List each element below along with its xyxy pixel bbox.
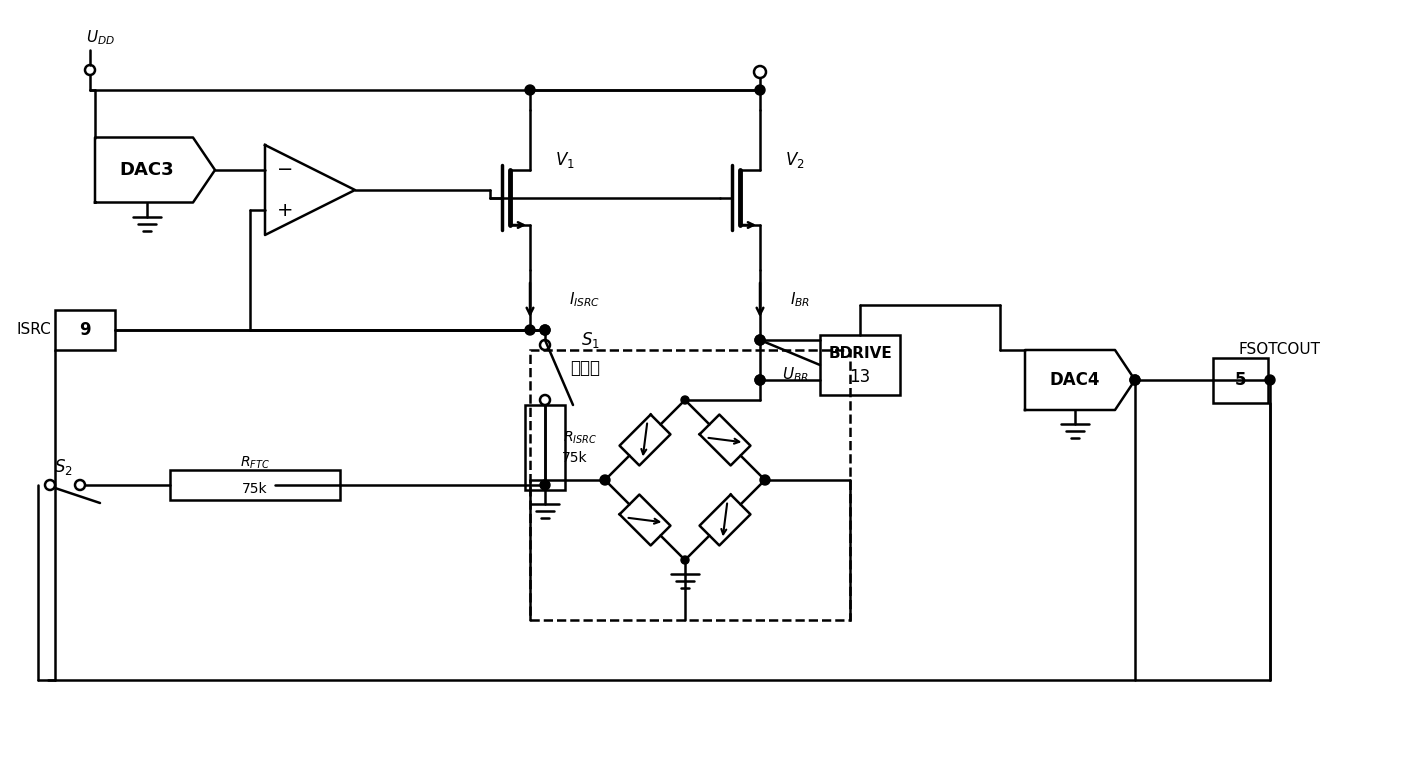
Text: $R_{ISRC}$: $R_{ISRC}$ [563,429,597,445]
Text: $I_{BR}$: $I_{BR}$ [790,290,810,309]
Circle shape [761,476,769,484]
Text: DAC3: DAC3 [119,161,174,179]
Circle shape [540,325,550,335]
Bar [1212,357,1268,403]
Circle shape [600,475,610,485]
Circle shape [754,335,764,345]
Text: $I_{ISRC}$: $I_{ISRC}$ [570,290,601,309]
Circle shape [681,396,689,404]
Text: −: − [277,160,294,179]
Circle shape [1130,375,1140,385]
Circle shape [601,476,608,484]
Text: $U_{DD}$: $U_{DD}$ [86,29,115,47]
Text: 75k: 75k [242,482,268,496]
Text: $S_1$: $S_1$ [580,330,600,350]
Bar [170,470,340,500]
Text: DAC4: DAC4 [1049,371,1100,389]
Text: $S_2$: $S_2$ [54,457,72,477]
Text: $V_2$: $V_2$ [786,150,805,170]
Circle shape [681,556,689,564]
Text: $R_{FTC}$: $R_{FTC}$ [240,454,269,471]
Bar [55,310,115,350]
Circle shape [525,325,535,335]
Circle shape [525,85,535,95]
Text: $V_1$: $V_1$ [554,150,574,170]
Circle shape [754,85,764,95]
Circle shape [754,335,764,345]
Text: ISRC: ISRC [16,322,51,337]
Text: 5: 5 [1234,371,1246,389]
Text: BDRIVE: BDRIVE [828,346,892,360]
Bar [530,350,849,620]
Bar [525,405,564,490]
Circle shape [754,375,764,385]
Circle shape [754,375,764,385]
Circle shape [540,480,550,490]
Text: 9: 9 [79,321,91,339]
Text: +: + [277,201,294,220]
Text: $U_{BR}$: $U_{BR}$ [781,366,808,385]
Circle shape [540,325,550,335]
Circle shape [1265,375,1275,385]
Circle shape [760,475,770,485]
Circle shape [1130,375,1140,385]
Text: 13: 13 [849,368,871,386]
Text: 75k: 75k [562,451,588,464]
Text: FSOTCOUT: FSOTCOUT [1238,343,1320,357]
Text: 传感器: 传感器 [570,359,600,377]
Bar [820,335,900,395]
